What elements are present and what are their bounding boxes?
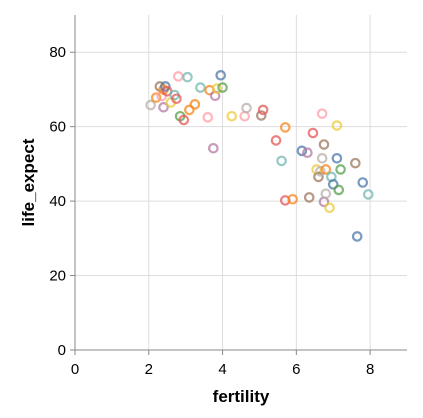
data-point: [316, 153, 328, 164]
data-point: [226, 110, 238, 122]
data-point: [279, 122, 291, 133]
data-point: [241, 102, 252, 114]
y-tick-label: 0: [58, 342, 66, 359]
data-point: [315, 166, 326, 177]
data-points: [145, 70, 374, 242]
data-point: [287, 193, 298, 205]
data-point: [239, 110, 250, 122]
data-point: [217, 82, 228, 93]
data-point: [362, 189, 374, 200]
data-point: [150, 92, 162, 103]
y-tick-label: 60: [49, 119, 66, 136]
data-point: [158, 102, 169, 113]
data-point: [202, 112, 214, 123]
data-point: [160, 81, 171, 92]
data-point: [270, 135, 282, 146]
y-tick-label: 20: [49, 268, 66, 285]
data-point: [195, 82, 206, 93]
data-point: [320, 164, 332, 175]
data-point: [350, 157, 361, 169]
data-point: [276, 155, 287, 167]
data-point: [324, 202, 335, 214]
data-point: [178, 114, 190, 126]
data-point: [327, 179, 339, 190]
x-tick-label: 4: [218, 361, 226, 378]
data-point: [208, 142, 219, 154]
y-tick-label: 40: [49, 193, 66, 210]
data-point: [257, 104, 269, 116]
x-tick-label: 6: [292, 361, 300, 378]
data-point: [182, 71, 193, 83]
data-point: [335, 164, 346, 175]
x-tick-label: 2: [145, 361, 153, 378]
data-point: [189, 99, 201, 110]
data-point: [171, 93, 182, 105]
data-point: [172, 71, 184, 82]
y-axis-title: life_expect: [19, 138, 38, 226]
x-tick-label: 0: [71, 361, 79, 378]
data-point: [302, 147, 313, 159]
x-axis-title: fertility: [213, 387, 270, 406]
data-point: [331, 120, 343, 131]
data-point: [351, 231, 363, 242]
data-point: [316, 108, 328, 119]
data-point: [313, 171, 324, 183]
data-point: [318, 139, 330, 150]
x-tick-label: 8: [366, 361, 374, 378]
data-point: [211, 83, 223, 94]
data-point: [357, 177, 369, 188]
data-point: [320, 188, 332, 199]
data-point: [296, 145, 308, 157]
grid-lines: [74, 15, 407, 351]
data-point: [307, 127, 319, 139]
data-point: [255, 110, 267, 121]
data-point: [184, 104, 195, 116]
data-point: [145, 99, 156, 111]
data-point: [333, 184, 345, 196]
data-point: [331, 153, 343, 164]
data-point: [215, 70, 227, 81]
data-point: [303, 192, 315, 203]
y-tick-label: 80: [49, 44, 66, 61]
